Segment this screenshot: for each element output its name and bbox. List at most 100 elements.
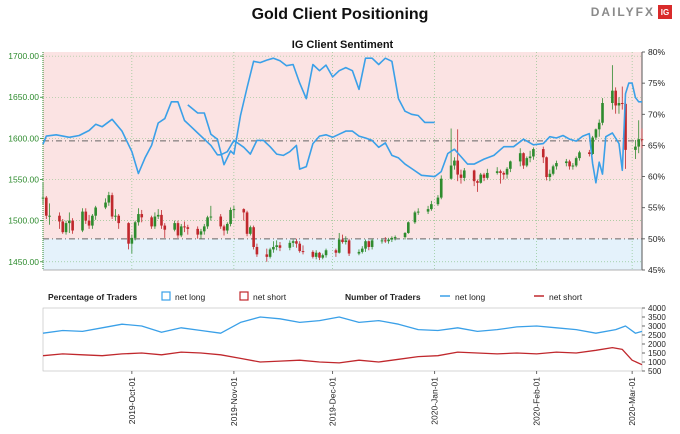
brand-text-main: DAILY: [590, 5, 636, 19]
candle-body: [94, 207, 97, 216]
x-tick-label: 2019-Nov-01: [229, 377, 239, 426]
x-tick-label: 2020-Feb-01: [532, 377, 542, 426]
legend-pct-long: net long: [175, 292, 206, 302]
candle-body: [183, 226, 186, 228]
candle-body: [87, 220, 91, 226]
candle-body: [48, 215, 51, 217]
candle-body: [81, 211, 84, 231]
candle-body: [268, 249, 272, 257]
candle-body: [634, 146, 637, 150]
candle-body: [110, 195, 114, 217]
legend-num-long: net long: [455, 292, 486, 302]
candle-body: [334, 250, 338, 253]
candle-body: [324, 250, 328, 256]
lower-net-short-line: [42, 346, 643, 366]
candle-body: [403, 232, 407, 238]
candle-body: [620, 103, 624, 105]
y-right-tick-label: 55%: [648, 203, 665, 213]
candle-body: [551, 166, 555, 174]
candle-body: [591, 137, 594, 155]
lower-net-long-line: [42, 316, 643, 334]
net-long-pct-line: [42, 82, 642, 184]
candle-body: [637, 139, 641, 147]
candle-body: [532, 149, 535, 157]
candle-body: [133, 222, 137, 238]
lower-y-tick-label: 2000: [648, 340, 666, 349]
candle-body: [505, 168, 509, 175]
zone-above-50: [43, 52, 642, 239]
lower-y-tick-label: 4000: [648, 304, 666, 313]
page-title: Gold Client Positioning: [251, 6, 429, 23]
candle-body: [245, 212, 249, 234]
y-right-tick-label: 65%: [648, 140, 665, 150]
candle-body: [380, 240, 384, 242]
x-tick-label: 2019-Dec-01: [328, 377, 338, 426]
candle-body: [387, 239, 390, 242]
candle-body: [68, 220, 71, 224]
legend-num-label: Number of Traders: [345, 292, 421, 302]
candle-body: [453, 160, 456, 166]
y-right-tick-label: 50%: [648, 234, 665, 244]
candle-body: [449, 165, 453, 179]
brand-text: DAILYFX: [591, 5, 655, 19]
zone-below-50: [43, 238, 642, 270]
candle-body: [255, 246, 259, 255]
candle-body: [482, 174, 486, 178]
candle-body: [407, 222, 410, 233]
candle-body: [298, 243, 302, 252]
lower-y-tick-label: 3500: [648, 313, 666, 322]
candle-body: [574, 158, 578, 166]
candle-body: [509, 161, 512, 169]
candle-body: [564, 161, 568, 164]
net-long-pct-line-segment: [187, 57, 435, 166]
candle-body: [571, 165, 575, 167]
candle-body: [390, 237, 394, 240]
candle-body: [337, 239, 341, 253]
candle-body: [41, 197, 45, 199]
candle-body: [594, 129, 598, 138]
candle-body: [459, 174, 463, 178]
candle-body: [601, 103, 604, 123]
candle-body: [502, 172, 506, 175]
candle-body: [252, 227, 255, 247]
candle-body: [127, 223, 130, 244]
candle-body: [179, 226, 183, 236]
candle-body: [232, 209, 236, 211]
candle-body: [229, 209, 232, 224]
candle-body: [545, 157, 548, 178]
lower-y-tick-label: 3000: [648, 322, 666, 331]
x-tick-label: 2020-Jan-01: [430, 377, 440, 425]
candle-body: [367, 241, 371, 247]
brand-badge: IG: [658, 5, 672, 19]
candle-body: [568, 161, 571, 167]
candle-body: [611, 90, 614, 104]
candle-body: [525, 158, 529, 166]
candle-body: [176, 223, 180, 236]
legend-pct-label: Percentage of Traders: [48, 292, 138, 302]
candle-body: [479, 174, 483, 183]
candle-body: [117, 215, 121, 224]
candle-body: [436, 197, 440, 205]
candle-body: [518, 153, 522, 162]
candle-body: [357, 251, 361, 254]
candle-body: [219, 216, 223, 227]
candle-body: [44, 197, 48, 216]
candle-body: [624, 103, 627, 150]
candle-body: [597, 122, 601, 130]
x-tick-label: 2020-Mar-01: [627, 377, 637, 426]
candle-body: [291, 241, 295, 243]
candle-body: [242, 209, 246, 213]
y-left-tick-label: 1450.00: [8, 257, 39, 267]
candle-body: [222, 226, 226, 231]
y-left-tick-label: 1500.00: [8, 216, 39, 226]
candle-body: [295, 241, 298, 244]
candle-body: [393, 237, 397, 239]
candle-body: [555, 163, 558, 167]
candle-body: [413, 212, 417, 223]
candle-body: [640, 139, 644, 141]
candle-body: [140, 214, 144, 218]
candle-body: [104, 202, 107, 208]
candle-body: [275, 245, 278, 247]
candle-body: [206, 217, 209, 227]
